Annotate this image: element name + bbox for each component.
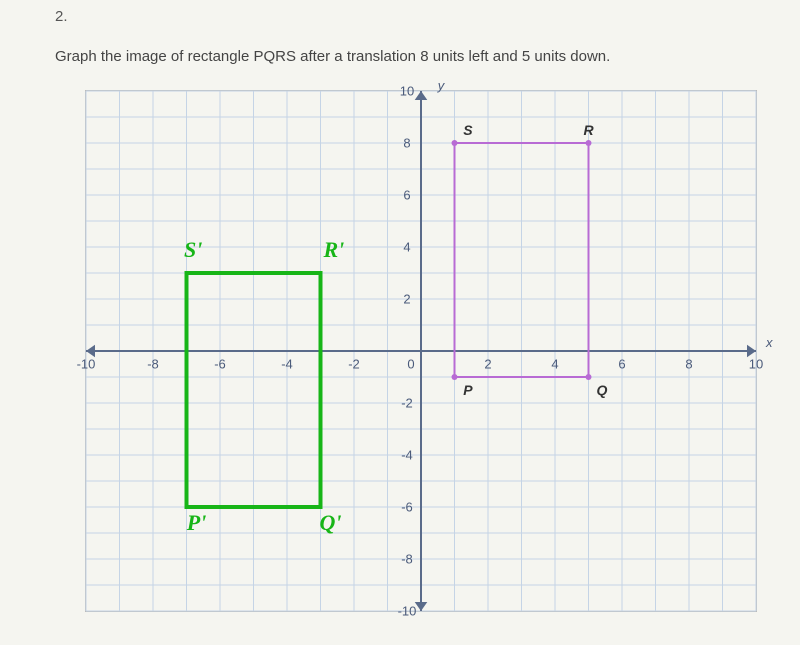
- x-tick--2: -2: [348, 357, 360, 372]
- y-tick--10: -10: [398, 604, 417, 619]
- x-tick-8: 8: [685, 357, 692, 372]
- y-tick-6: 6: [403, 188, 410, 203]
- x-tick--4: -4: [281, 357, 293, 372]
- vertex-prime-S: S': [184, 237, 202, 263]
- vertex-prime-R: R': [323, 237, 344, 263]
- x-tick-2: 2: [484, 357, 491, 372]
- y-tick--6: -6: [401, 500, 413, 515]
- problem-instruction: Graph the image of rectangle PQRS after …: [55, 48, 610, 65]
- y-tick-8: 8: [403, 136, 410, 151]
- x-tick--10: -10: [77, 357, 96, 372]
- y-tick--4: -4: [401, 448, 413, 463]
- x-tick-6: 6: [618, 357, 625, 372]
- y-tick-10: 10: [400, 84, 414, 99]
- y-tick-4: 4: [403, 240, 410, 255]
- axis-label-y: y: [438, 78, 445, 93]
- coordinate-graph: -10-8-6-4-20246810108642-2-4-6-8-10xyPQR…: [85, 90, 757, 612]
- vertex-prime-Q: Q': [320, 510, 342, 536]
- problem-number: 2.: [55, 8, 68, 25]
- vertex-S: S: [463, 122, 472, 138]
- vertex-prime-P: P': [187, 510, 207, 536]
- x-tick-0: 0: [407, 357, 414, 372]
- y-tick-2: 2: [403, 292, 410, 307]
- vertex-P: P: [463, 382, 472, 398]
- vertex-Q: Q: [596, 382, 607, 398]
- y-tick--8: -8: [401, 552, 413, 567]
- x-tick-4: 4: [551, 357, 558, 372]
- x-tick--6: -6: [214, 357, 226, 372]
- x-tick-10: 10: [749, 357, 763, 372]
- x-tick--8: -8: [147, 357, 159, 372]
- axis-label-x: x: [766, 335, 773, 350]
- vertex-R: R: [583, 122, 593, 138]
- y-tick--2: -2: [401, 396, 413, 411]
